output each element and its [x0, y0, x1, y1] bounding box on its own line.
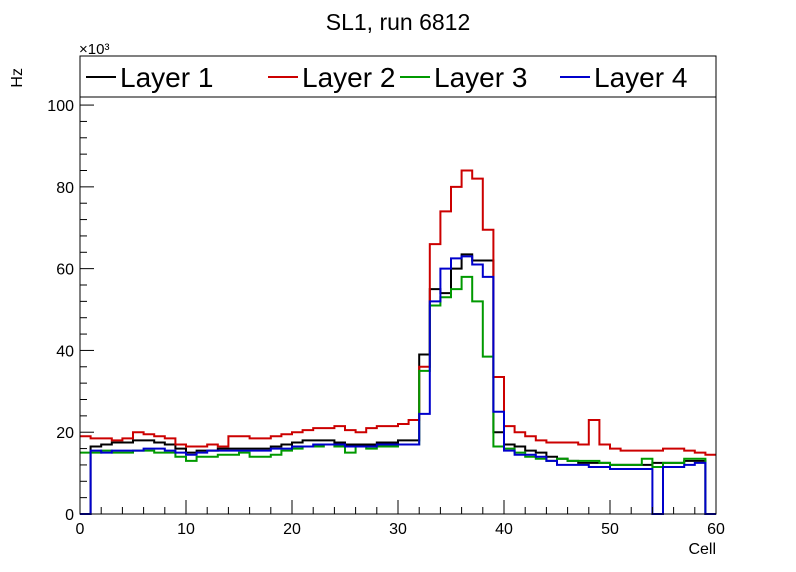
series-line-layer-2: [80, 169, 716, 456]
y-tick-label: 20: [56, 425, 74, 442]
x-tick-label: 40: [495, 521, 513, 538]
chart-title: SL1, run 6812: [326, 9, 471, 35]
axes-layer: 0 10 20 30 40 50 60 0 20 40 60 80 100: [47, 55, 725, 538]
series-layer: [80, 169, 716, 515]
x-tick-label: 60: [707, 521, 725, 538]
series-line-layer-1: [80, 253, 716, 515]
x-tick-label: 30: [389, 521, 407, 538]
y-tick-label: 100: [47, 98, 74, 115]
y-tick-label: 40: [56, 343, 74, 360]
y-axis-multiplier: ×10³: [79, 41, 109, 58]
series-line-layer-4: [80, 255, 716, 515]
legend: Layer 1 Layer 2 Layer 3 Layer 4: [79, 55, 717, 98]
y-axis-label: Hz: [9, 68, 26, 88]
x-tick-label: 20: [283, 521, 301, 538]
legend-label-layer-3: Layer 3: [434, 62, 527, 93]
y-tick-label: 80: [56, 180, 74, 197]
x-axis-label: Cell: [688, 541, 716, 558]
y-tick-label: 60: [56, 262, 74, 279]
x-tick-label: 50: [601, 521, 619, 538]
legend-label-layer-2: Layer 2: [302, 62, 395, 93]
legend-label-layer-4: Layer 4: [594, 62, 687, 93]
x-tick-label: 0: [76, 521, 85, 538]
y-tick-label: 0: [65, 507, 74, 524]
x-tick-label: 10: [177, 521, 195, 538]
legend-label-layer-1: Layer 1: [120, 62, 213, 93]
legend-box: [79, 55, 717, 98]
